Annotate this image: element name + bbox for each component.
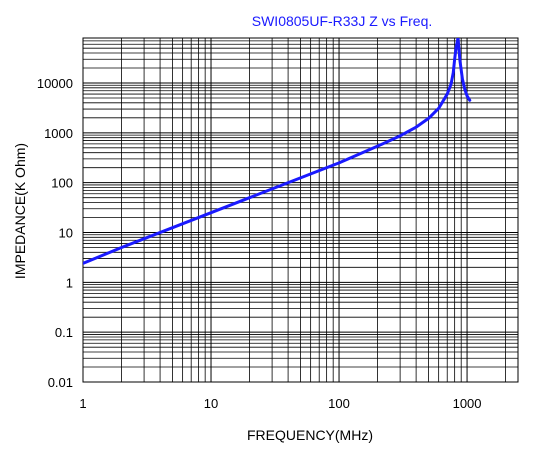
x-tick-label: 1 [79,396,86,411]
chart-title: SWI0805UF-R33J Z vs Freq. [252,13,433,29]
y-tick-label: 0.01 [48,375,73,390]
y-tick-label: 1 [66,275,73,290]
y-axis-label: IMPEDANCE(K Ohm) [12,143,28,279]
x-tick-label: 10 [204,396,218,411]
y-tick-label: 100 [51,176,73,191]
impedance-curve [83,38,472,265]
plot-frame [82,37,519,383]
series [83,38,472,265]
y-tick-label: 0.1 [55,325,73,340]
tick-labels: 1 10 100 1000 0.01 0.1 1 10 100 1000 10000 [37,76,482,411]
x-tick-label: 100 [328,396,350,411]
x-tick-label: 1000 [453,396,482,411]
x-axis-label: FREQUENCY(MHz) [247,427,373,443]
y-tick-label: 1000 [44,126,73,141]
grid [82,37,518,383]
y-tick-label: 10000 [37,76,73,91]
y-tick-label: 10 [59,226,73,241]
